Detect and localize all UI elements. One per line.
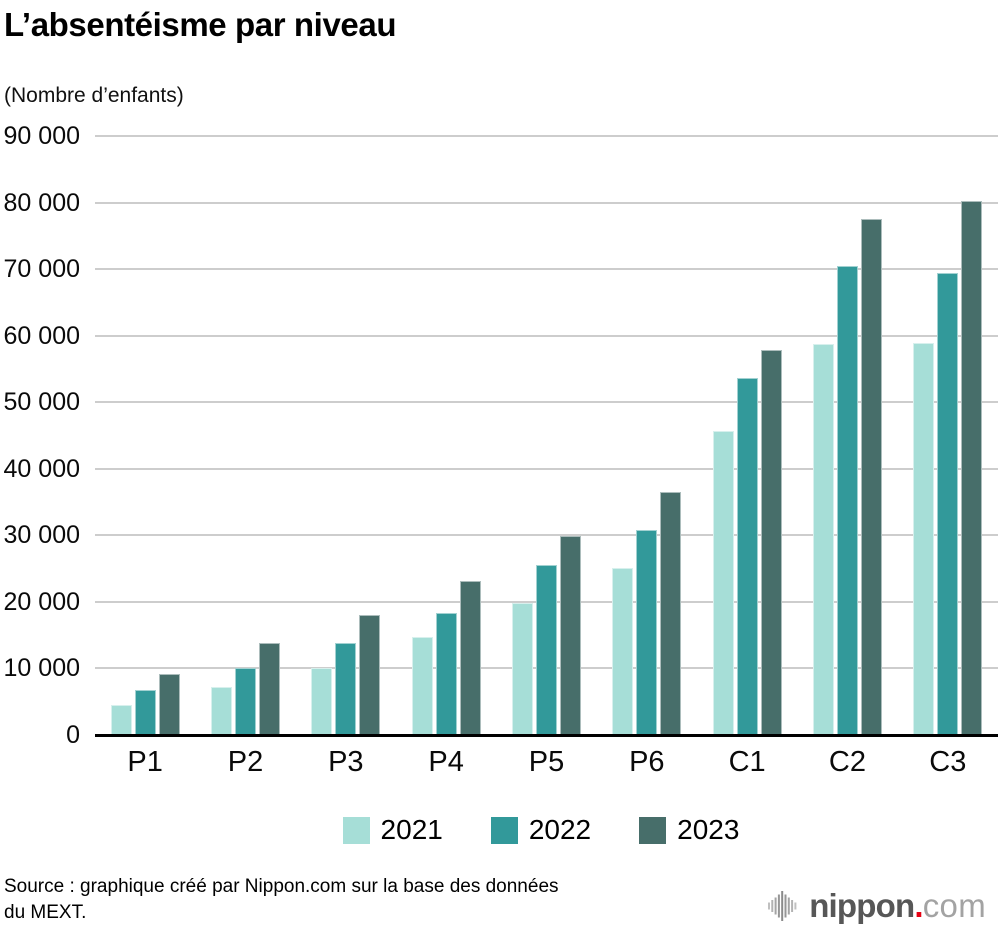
bar-P3-2021	[311, 667, 333, 735]
gridline-30000	[95, 534, 998, 537]
x-label-P4: P4	[428, 746, 464, 778]
bar-P1-2022	[134, 690, 156, 735]
x-label-P3: P3	[328, 746, 364, 778]
x-label-P1: P1	[127, 746, 163, 778]
gridline-50000	[95, 401, 998, 404]
bar-P2-2022	[234, 668, 256, 735]
logo-wordmark: nippon	[809, 887, 915, 924]
bar-group-C1	[697, 136, 797, 735]
bar-P2-2021	[210, 687, 232, 735]
y-tick-10000: 10 000	[3, 654, 80, 683]
bar-P3-2022	[335, 643, 357, 735]
x-label-C3: C3	[929, 746, 967, 778]
bar-P6-2023	[660, 492, 682, 735]
bar-C2-2023	[860, 219, 882, 735]
legend-item-2022: 2022	[490, 814, 592, 846]
y-tick-60000: 60 000	[3, 321, 80, 350]
bar-P2-2023	[258, 643, 280, 735]
y-tick-30000: 30 000	[3, 521, 80, 550]
logo-red-dot: .	[914, 887, 923, 924]
plot-area	[95, 135, 998, 737]
nippon-logo-text: nippon.com	[809, 888, 986, 924]
source-line-2: du MEXT.	[4, 902, 87, 923]
y-axis: 0 10 000 20 000 30 000 40 000 50 000 60 000 70 …	[0, 122, 80, 749]
gridline-90000	[95, 135, 998, 137]
bar-P5-2023	[559, 536, 581, 735]
y-tick-90000: 90 000	[3, 122, 80, 150]
bar-group-C2	[797, 136, 897, 735]
soundwave-icon	[768, 891, 797, 921]
gridline-60000	[95, 334, 998, 337]
legend-swatch-2023	[639, 816, 667, 844]
gridline-80000	[95, 201, 998, 204]
bar-C1-2022	[736, 377, 758, 735]
bar-P5-2021	[511, 603, 533, 735]
nippon-logo: nippon.com	[768, 888, 986, 924]
legend-swatch-2021	[342, 816, 370, 844]
bar-C2-2022	[836, 265, 858, 735]
bar-P4-2023	[459, 581, 481, 735]
bar-C3-2021	[913, 343, 935, 735]
x-label-P6: P6	[629, 746, 665, 778]
legend-item-2021: 2021	[342, 814, 443, 846]
bar-group-C3	[898, 136, 998, 735]
y-tick-80000: 80 000	[3, 188, 80, 217]
logo-suffix: com	[922, 887, 986, 924]
source-line-1: Source : graphique créé par Nippon.com s…	[4, 876, 559, 897]
bar-P4-2022	[435, 612, 457, 735]
source-note: Source : graphique créé par Nippon.com s…	[4, 874, 559, 926]
bar-C3-2022	[937, 273, 959, 735]
chart-legend: 2021 2022 2023	[0, 814, 1000, 846]
y-tick-40000: 40 000	[3, 454, 80, 483]
legend-item-2023: 2023	[639, 814, 739, 846]
x-axis-line	[95, 734, 998, 737]
bar-C1-2023	[760, 349, 782, 735]
bar-group-P6	[597, 136, 697, 735]
bar-C1-2021	[712, 430, 734, 735]
legend-swatch-2022	[490, 816, 518, 844]
legend-label-2021: 2021	[380, 814, 443, 845]
x-label-P5: P5	[528, 746, 565, 778]
bar-P4-2021	[411, 637, 433, 735]
chart-unit-label: (Nombre d’enfants)	[4, 84, 184, 107]
bar-C2-2021	[812, 343, 834, 735]
gridline-40000	[95, 467, 998, 470]
bar-group-P2	[195, 136, 295, 735]
bar-P1-2021	[110, 705, 132, 735]
bar-group-P1	[95, 136, 195, 735]
legend-label-2023: 2023	[677, 814, 740, 845]
bar-group-P4	[396, 136, 496, 735]
bar-P3-2023	[359, 615, 381, 735]
bar-group-P5	[496, 136, 596, 735]
y-tick-50000: 50 000	[3, 388, 80, 417]
legend-label-2022: 2022	[528, 814, 592, 845]
y-tick-70000: 70 000	[3, 255, 80, 284]
bar-C3-2023	[961, 201, 983, 735]
bar-P6-2022	[636, 530, 658, 735]
gridline-70000	[95, 268, 998, 271]
bar-group-P3	[296, 136, 396, 735]
x-label-P2: P2	[227, 746, 264, 778]
chart-title: L’absentéisme par niveau	[4, 6, 397, 43]
bar-groups	[95, 136, 998, 735]
bar-P1-2023	[158, 673, 180, 735]
y-tick-20000: 20 000	[3, 587, 80, 616]
x-label-C1: C1	[728, 746, 766, 778]
bar-P5-2022	[535, 565, 557, 735]
x-axis: P1 P2 P3 P4 P5 P6 C1 C2 C3	[95, 746, 998, 779]
x-label-C2: C2	[828, 746, 866, 778]
y-tick-0: 0	[66, 721, 80, 749]
bar-P6-2021	[612, 567, 634, 735]
